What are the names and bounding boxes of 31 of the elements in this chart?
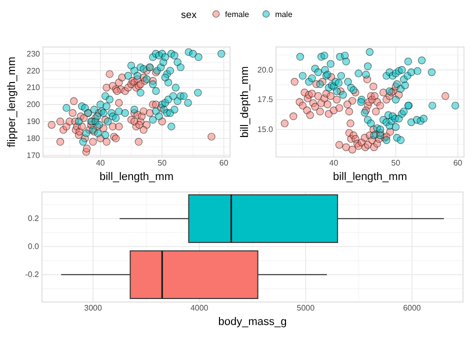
x-tick-label: 60 — [453, 158, 463, 168]
y-tick-label: 170 — [26, 150, 41, 160]
x-tick-label: 5000 — [296, 304, 316, 313]
x-axis-title: body_mass_g — [218, 316, 287, 328]
y-tick-label: 190 — [26, 117, 41, 126]
legend-label: male — [275, 10, 293, 19]
x-axis-title: bill_length_mm — [333, 171, 407, 183]
y-tick-label: 15.0 — [257, 124, 274, 134]
y-axis-title: bill_depth_mm — [239, 66, 251, 138]
y-tick-label: 180 — [26, 134, 41, 143]
y-axis-title: flipper_length_mm — [6, 56, 18, 148]
y-tick-label: -0.2 — [25, 270, 40, 280]
legend-title: sex — [181, 10, 197, 21]
y-tick-label: 0.0 — [28, 242, 40, 252]
x-tick-label: 4000 — [190, 304, 209, 313]
x-tick-label: 50 — [391, 158, 401, 168]
x-tick-label: 6000 — [403, 304, 422, 313]
y-tick-label: 17.5 — [257, 95, 274, 104]
y-tick-label: 220 — [26, 66, 41, 76]
x-tick-label: 3000 — [84, 304, 102, 313]
x-axis-title: bill_length_mm — [100, 171, 174, 183]
x-tick-label: 40 — [96, 158, 106, 168]
y-tick-label: 20.0 — [257, 65, 274, 74]
x-tick-label: 40 — [329, 158, 339, 168]
y-tick-label: 210 — [26, 83, 41, 92]
legend-label: female — [225, 10, 250, 19]
y-tick-label: 0.2 — [28, 214, 40, 224]
y-tick-label: 230 — [26, 49, 41, 58]
y-tick-label: 200 — [26, 100, 41, 110]
x-tick-label: 60 — [219, 158, 229, 168]
x-tick-label: 50 — [158, 158, 168, 168]
